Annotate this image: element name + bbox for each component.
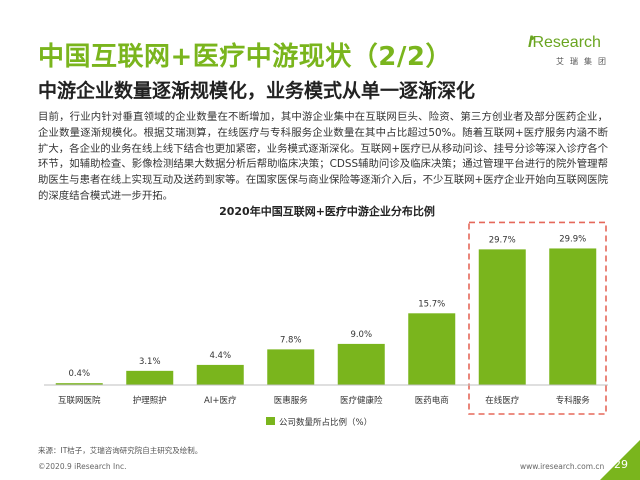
value-label-2: 3.1% bbox=[139, 357, 161, 367]
page-title: 中国互联网+医疗中游现状（2/2） bbox=[38, 42, 452, 72]
bar-2 bbox=[126, 370, 174, 385]
highlight-dashed-box bbox=[468, 221, 607, 415]
bar-5 bbox=[337, 343, 385, 385]
value-label-7: 29.7% bbox=[489, 235, 516, 245]
legend-label: 公司数量所占比例（%） bbox=[279, 417, 372, 428]
corner-decoration bbox=[600, 440, 640, 480]
category-label-3: AI+医疗 bbox=[204, 395, 237, 406]
value-label-8: 29.9% bbox=[559, 234, 586, 244]
bar-6 bbox=[408, 313, 456, 385]
category-label-6: 医药电商 bbox=[415, 395, 449, 406]
logo-dot-icon bbox=[530, 36, 534, 40]
category-label-2: 护理照护 bbox=[133, 395, 167, 406]
legend-swatch bbox=[266, 417, 275, 425]
website-url: www.iresearch.com.cn bbox=[520, 462, 605, 471]
body-paragraph: 目前，行业内针对垂直领域的企业数量在不断增加，其中游企业集中在互联网巨头、险资、… bbox=[38, 111, 608, 202]
copyright-text: ©2020.9 iResearch Inc. bbox=[38, 462, 127, 471]
category-label-1: 互联网医院 bbox=[58, 395, 101, 406]
iresearch-logo: iResearch 艾瑞集团 bbox=[520, 34, 615, 74]
value-label-6: 15.7% bbox=[418, 299, 445, 309]
bar-4 bbox=[267, 349, 315, 385]
logo-wordmark: iResearch bbox=[528, 34, 601, 51]
bar-7 bbox=[478, 249, 526, 385]
category-label-7: 在线医疗 bbox=[485, 395, 520, 406]
source-note: 来源：IT桔子，艾瑞咨询研究院自主研究及绘制。 bbox=[38, 446, 203, 455]
category-label-4: 医惠服务 bbox=[274, 395, 309, 406]
value-label-1: 0.4% bbox=[68, 369, 90, 379]
chart-title: 2020年中国互联网+医疗中游企业分布比例 bbox=[219, 204, 435, 218]
category-label-5: 医疗健康险 bbox=[340, 395, 383, 406]
bar-1 bbox=[55, 383, 103, 385]
page-number: 29 bbox=[614, 458, 628, 471]
page-subtitle: 中游企业数量逐渐规模化，业务模式从单一逐渐深化 bbox=[38, 80, 476, 102]
bar-8 bbox=[549, 248, 597, 385]
value-label-5: 9.0% bbox=[350, 330, 372, 340]
bar-3 bbox=[196, 364, 244, 385]
logo-subtitle: 艾瑞集团 bbox=[556, 57, 612, 66]
value-label-3: 4.4% bbox=[209, 351, 231, 361]
value-label-4: 7.8% bbox=[280, 335, 302, 345]
category-label-8: 专科服务 bbox=[556, 395, 591, 406]
